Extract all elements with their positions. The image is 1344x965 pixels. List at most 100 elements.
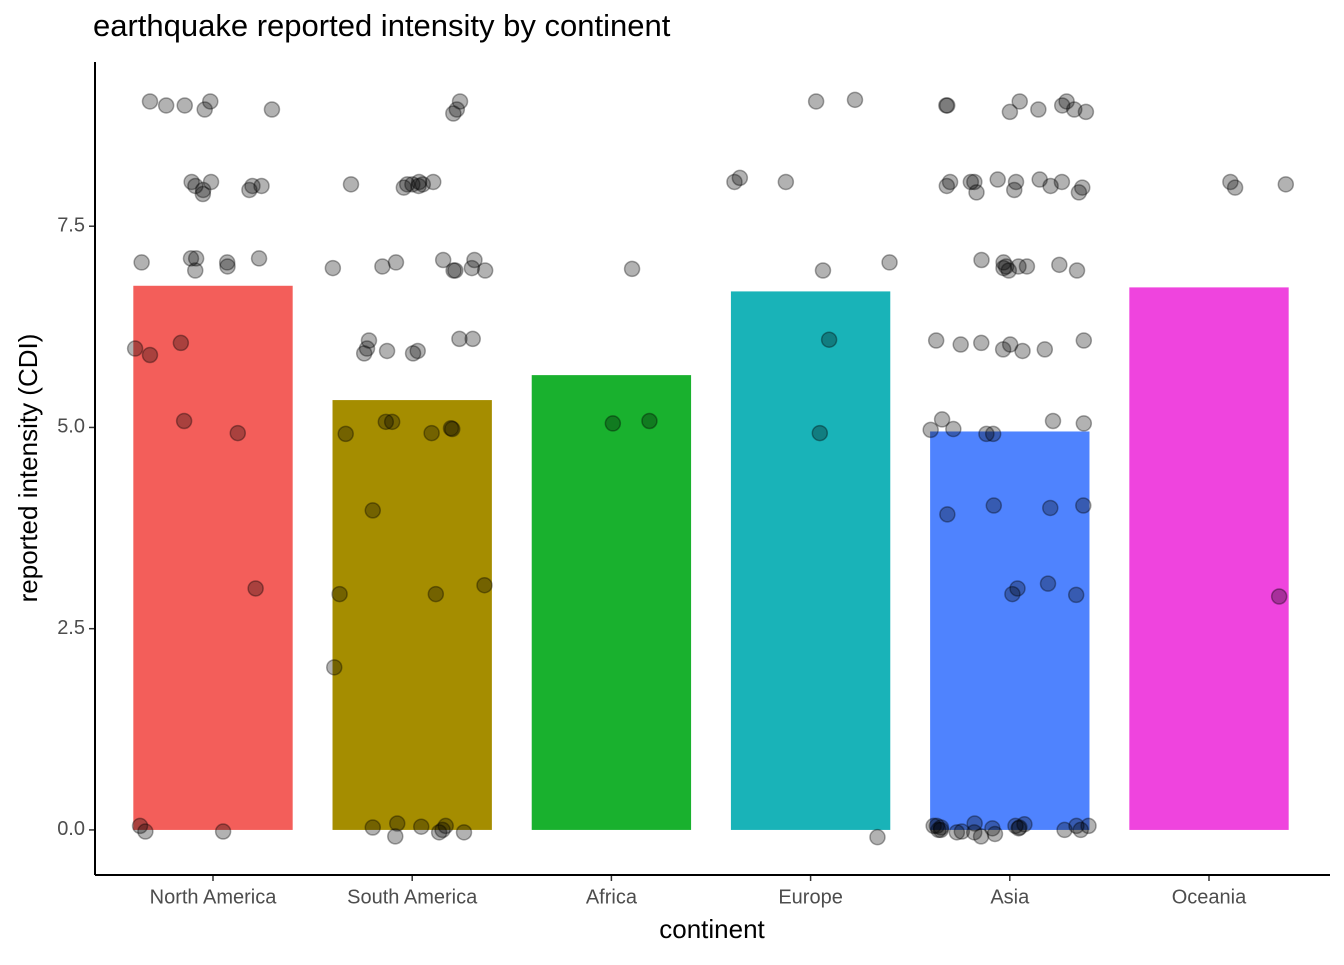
data-point <box>337 425 354 443</box>
data-point <box>172 334 190 352</box>
data-point <box>995 254 1012 271</box>
data-point <box>985 497 1003 514</box>
data-point <box>387 828 404 845</box>
data-point <box>953 823 971 840</box>
data-point <box>374 258 391 275</box>
data-point <box>444 420 461 438</box>
y-tick-label: 0.0 <box>57 818 85 840</box>
chart-title: earthquake reported intensity by contine… <box>93 8 671 43</box>
data-point <box>938 97 955 114</box>
data-point <box>945 420 962 438</box>
data-point <box>984 425 1002 443</box>
data-point <box>378 342 396 360</box>
data-point <box>1074 179 1091 196</box>
data-point <box>1018 258 1036 275</box>
data-point <box>451 330 468 348</box>
data-point <box>464 330 481 348</box>
data-point <box>414 176 432 193</box>
data-point <box>1010 258 1027 275</box>
data-point <box>187 250 205 267</box>
data-point <box>925 817 942 835</box>
data-point <box>938 177 956 195</box>
data-point <box>1036 341 1054 358</box>
data-point <box>997 258 1015 275</box>
data-point <box>731 169 749 187</box>
data-point <box>447 262 464 279</box>
data-point <box>253 177 270 195</box>
data-point <box>247 580 264 597</box>
bar <box>531 375 692 830</box>
data-point <box>807 93 825 110</box>
data-point <box>962 173 980 191</box>
data-point <box>1058 93 1075 110</box>
data-point <box>726 173 743 191</box>
data-point <box>948 824 966 841</box>
data-point <box>398 176 416 193</box>
data-point <box>1010 820 1027 837</box>
data-point <box>388 815 406 832</box>
data-point <box>939 506 956 523</box>
bar <box>930 431 1090 830</box>
data-point <box>404 345 422 362</box>
data-point <box>219 258 236 275</box>
data-point <box>355 345 373 362</box>
data-point <box>952 336 969 353</box>
y-tick-label: 7.5 <box>57 214 85 236</box>
data-point <box>927 332 945 349</box>
data-point <box>1001 336 1019 353</box>
data-point <box>364 819 382 836</box>
data-point <box>846 91 864 109</box>
bar <box>332 400 492 830</box>
data-point <box>1072 821 1089 839</box>
data-point <box>395 179 413 196</box>
data-point <box>1070 184 1088 201</box>
data-point <box>476 262 494 279</box>
data-point <box>641 412 658 430</box>
data-point <box>133 254 150 271</box>
data-point <box>424 173 442 191</box>
data-point <box>1075 497 1092 514</box>
data-point <box>1222 173 1239 191</box>
x-tick-label: South America <box>347 886 478 908</box>
data-point <box>986 825 1004 843</box>
x-tick-label: North America <box>150 886 278 908</box>
data-point <box>437 817 454 835</box>
data-point <box>141 346 159 364</box>
data-point <box>387 254 405 271</box>
data-point <box>1039 575 1057 592</box>
data-point <box>427 585 445 603</box>
data-point <box>360 332 378 349</box>
data-point <box>994 341 1012 358</box>
data-point <box>342 176 360 193</box>
data-point <box>1068 262 1086 279</box>
data-point <box>131 817 149 835</box>
data-point <box>423 424 440 442</box>
data-point <box>869 828 886 846</box>
data-point <box>930 821 947 839</box>
x-axis-title: continent <box>659 914 765 944</box>
data-point <box>1226 179 1244 196</box>
data-point <box>1006 181 1023 199</box>
data-point <box>182 250 200 267</box>
data-point <box>978 425 995 443</box>
data-point <box>331 585 348 603</box>
data-point <box>241 181 258 199</box>
data-point <box>965 824 983 841</box>
data-point <box>814 262 832 279</box>
data-point <box>442 420 460 437</box>
data-point <box>1011 93 1028 110</box>
data-point <box>194 185 212 203</box>
data-point <box>1007 817 1024 835</box>
data-point <box>466 251 483 269</box>
data-point <box>250 250 268 267</box>
data-point <box>1042 499 1059 517</box>
data-point <box>1075 332 1093 349</box>
data-point <box>383 413 401 431</box>
data-point <box>995 259 1012 277</box>
y-tick-label: 5.0 <box>57 416 85 438</box>
data-point <box>1031 171 1048 188</box>
data-point <box>445 262 462 279</box>
data-point <box>968 184 985 201</box>
x-tick-label: Africa <box>586 886 638 908</box>
data-point <box>175 412 193 430</box>
